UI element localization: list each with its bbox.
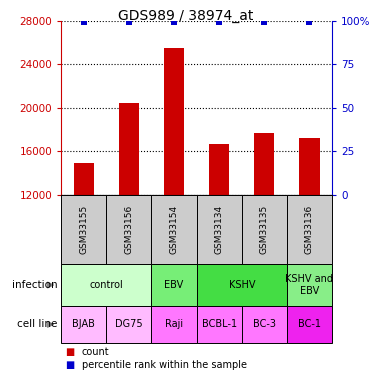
- Bar: [73, 164, 94, 195]
- Bar: [287, 264, 332, 306]
- Bar: [61, 195, 106, 264]
- Text: ■: ■: [65, 347, 74, 357]
- Text: infection: infection: [12, 280, 58, 290]
- Text: control: control: [89, 280, 123, 290]
- Text: GSM33134: GSM33134: [215, 205, 224, 254]
- Bar: [197, 264, 287, 306]
- Text: KSHV and
EBV: KSHV and EBV: [285, 274, 334, 296]
- Bar: [287, 195, 332, 264]
- Text: GSM33156: GSM33156: [124, 205, 134, 254]
- Text: BC-3: BC-3: [253, 320, 276, 329]
- Text: count: count: [82, 347, 109, 357]
- Text: GSM33135: GSM33135: [260, 205, 269, 254]
- Text: GSM33155: GSM33155: [79, 205, 88, 254]
- Bar: [151, 264, 197, 306]
- Text: GSM33136: GSM33136: [305, 205, 314, 254]
- Bar: [119, 104, 139, 195]
- Bar: [242, 306, 287, 343]
- Text: EBV: EBV: [164, 280, 184, 290]
- Text: KSHV: KSHV: [229, 280, 255, 290]
- Text: BC-1: BC-1: [298, 320, 321, 329]
- Text: ■: ■: [65, 360, 74, 370]
- Text: DG75: DG75: [115, 320, 143, 329]
- Text: BJAB: BJAB: [72, 320, 95, 329]
- Text: GSM33154: GSM33154: [170, 205, 178, 254]
- Bar: [242, 195, 287, 264]
- Bar: [254, 133, 275, 195]
- Bar: [209, 144, 229, 195]
- Bar: [164, 48, 184, 195]
- Bar: [151, 306, 197, 343]
- Bar: [287, 306, 332, 343]
- Bar: [197, 306, 242, 343]
- Bar: [106, 306, 151, 343]
- Bar: [151, 195, 197, 264]
- Text: percentile rank within the sample: percentile rank within the sample: [82, 360, 247, 370]
- Bar: [106, 195, 151, 264]
- Bar: [197, 195, 242, 264]
- Text: Raji: Raji: [165, 320, 183, 329]
- Text: cell line: cell line: [17, 320, 58, 329]
- Bar: [61, 264, 151, 306]
- Text: BCBL-1: BCBL-1: [201, 320, 237, 329]
- Bar: [61, 306, 106, 343]
- Text: GDS989 / 38974_at: GDS989 / 38974_at: [118, 9, 253, 23]
- Bar: [299, 138, 320, 195]
